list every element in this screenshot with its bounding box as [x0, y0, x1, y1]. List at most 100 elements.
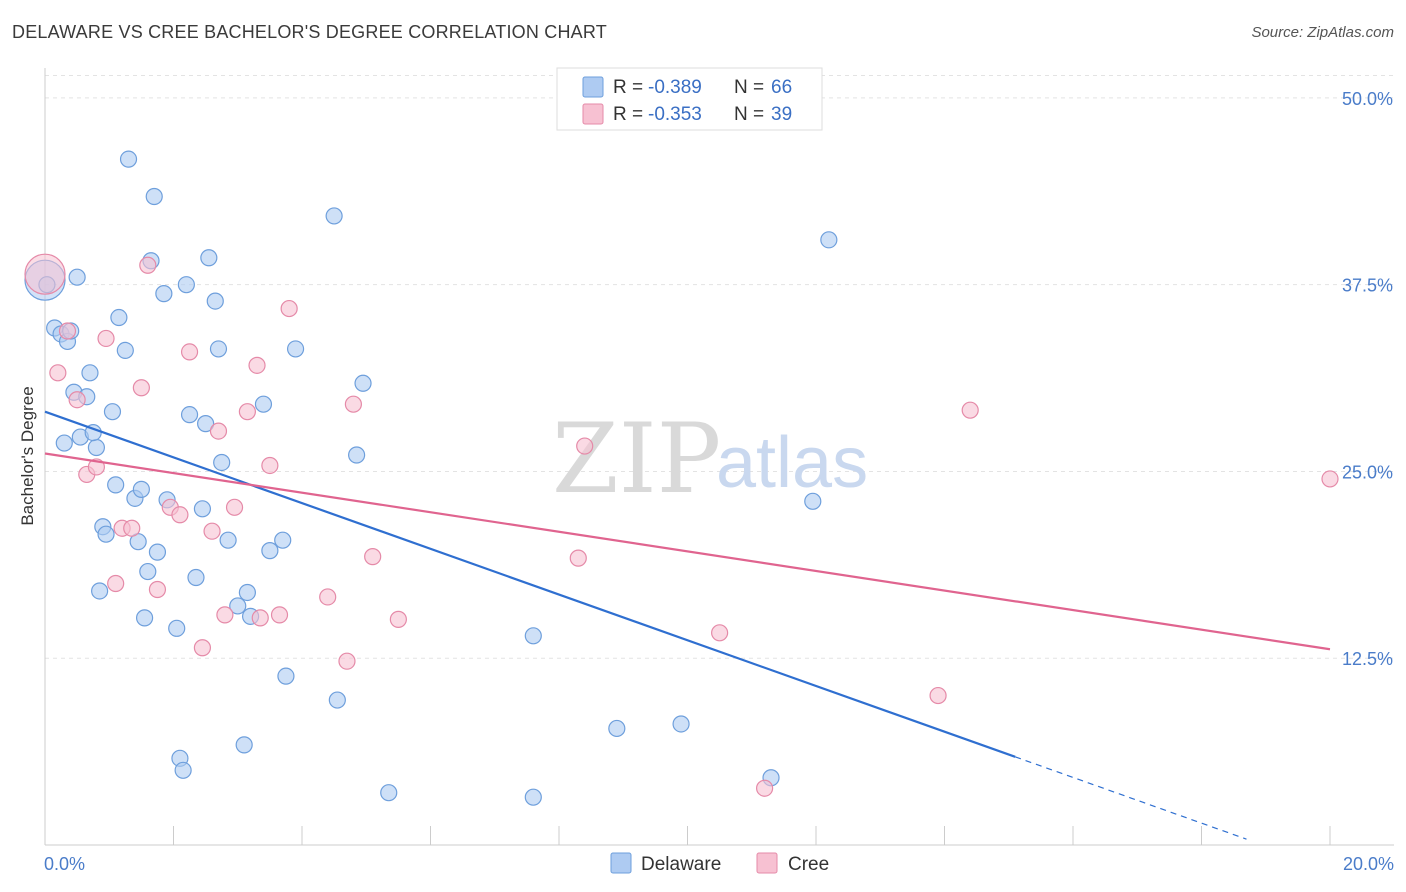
cree-point [24, 253, 66, 295]
y-tick-label: 37.5% [1342, 276, 1393, 296]
x-tick-label-max: 20.0% [1343, 854, 1394, 874]
gridlines [45, 74, 1394, 659]
delaware-point [197, 415, 215, 433]
delaware-point [348, 446, 366, 464]
delaware-point [187, 568, 205, 587]
delaware-point [286, 340, 305, 358]
bottom-legend-label-cree: Cree [788, 854, 829, 875]
cree-point [139, 256, 157, 274]
cree-point [711, 624, 729, 642]
cree-point [1321, 470, 1339, 488]
cree-point [270, 606, 289, 624]
cree-point [929, 686, 947, 705]
legend-r-value-cree: -0.353 [648, 104, 702, 125]
cree-point [209, 422, 228, 440]
delaware-trend-extension [1014, 756, 1247, 840]
delaware-point [261, 542, 279, 560]
delaware-point [200, 249, 218, 267]
delaware-point [174, 761, 192, 779]
y-tick-labels: 12.5% 25.0% 37.5% 50.0% [1342, 89, 1393, 669]
legend-swatch-cree [582, 103, 604, 125]
legend-n-label-cree: N = [734, 104, 764, 125]
bottom-legend-label-delaware: Delaware [641, 854, 721, 875]
legend-r-value-delaware: -0.389 [648, 77, 702, 98]
cree-point [49, 364, 67, 382]
delaware-point [97, 525, 115, 543]
delaware-point [135, 609, 154, 627]
delaware-point [206, 292, 224, 310]
y-axis-label: Bachelor's Degree [18, 386, 37, 525]
cree-point [180, 343, 199, 361]
delaware-point [91, 582, 109, 600]
cree-point [389, 610, 407, 628]
cree-point [216, 606, 234, 624]
cree-point [755, 779, 774, 797]
delaware-point [81, 364, 99, 382]
delaware-point [68, 268, 86, 286]
delaware-point [177, 276, 195, 294]
delaware-point [148, 543, 167, 561]
cree-point [251, 609, 269, 627]
cree-point [364, 548, 382, 566]
cree-point [123, 519, 141, 537]
y-tick-label: 12.5% [1342, 649, 1393, 669]
cree-point [280, 299, 298, 318]
watermark: ZIP atlas [552, 403, 868, 515]
cree-point [193, 639, 212, 657]
legend-r-label-delaware: R = [613, 77, 643, 98]
cree-point [171, 506, 189, 524]
cree-point [261, 456, 279, 475]
delaware-point [87, 438, 106, 457]
delaware-point [145, 187, 163, 206]
delaware-point [193, 500, 212, 518]
legend-swatch-delaware [582, 76, 604, 98]
cree-point [107, 574, 125, 593]
delaware-point [139, 562, 157, 581]
bottom-legend-swatch-delaware [610, 852, 632, 874]
cree-points [24, 253, 1339, 797]
cree-point [148, 580, 167, 599]
delaware-point [672, 715, 690, 733]
delaware-point [107, 476, 125, 494]
delaware-point [254, 395, 273, 413]
delaware-point [155, 285, 173, 303]
delaware-point [180, 406, 199, 424]
delaware-point [524, 788, 542, 806]
cree-point [576, 437, 594, 455]
cree-point [97, 329, 115, 348]
cree-point [961, 401, 979, 419]
cree-point [338, 652, 356, 670]
delaware-point [238, 583, 256, 602]
delaware-point [380, 784, 398, 802]
cree-point [203, 522, 221, 540]
y-tick-label: 25.0% [1342, 462, 1393, 482]
delaware-point [55, 434, 73, 452]
bottom-legend-swatch-cree [756, 852, 778, 874]
stats-legend: R = -0.389 N = 66 R = -0.353 N = 39 [556, 67, 823, 131]
delaware-point [229, 597, 247, 615]
delaware-point [235, 736, 253, 754]
cree-point [248, 356, 266, 374]
delaware-point [277, 667, 295, 685]
cree-point [132, 379, 150, 397]
delaware-point [116, 341, 134, 360]
legend-n-value-delaware: 66 [771, 77, 792, 98]
delaware-point [608, 719, 626, 738]
cree-point [344, 395, 362, 413]
cree-point [68, 391, 86, 409]
delaware-point [119, 150, 138, 168]
delaware-point [804, 492, 822, 510]
delaware-point [354, 374, 372, 392]
y-tick-label: 50.0% [1342, 89, 1393, 109]
delaware-trend-line [44, 410, 1016, 758]
trend-lines [44, 410, 1331, 840]
series-legend: Delaware Cree [610, 852, 829, 875]
delaware-point [168, 619, 186, 637]
delaware-point [213, 453, 231, 472]
delaware-point [103, 403, 122, 421]
delaware-point [132, 480, 150, 498]
delaware-point [328, 691, 346, 709]
watermark-atlas: atlas [716, 423, 868, 503]
x-tick-label-min: 0.0% [44, 854, 85, 874]
